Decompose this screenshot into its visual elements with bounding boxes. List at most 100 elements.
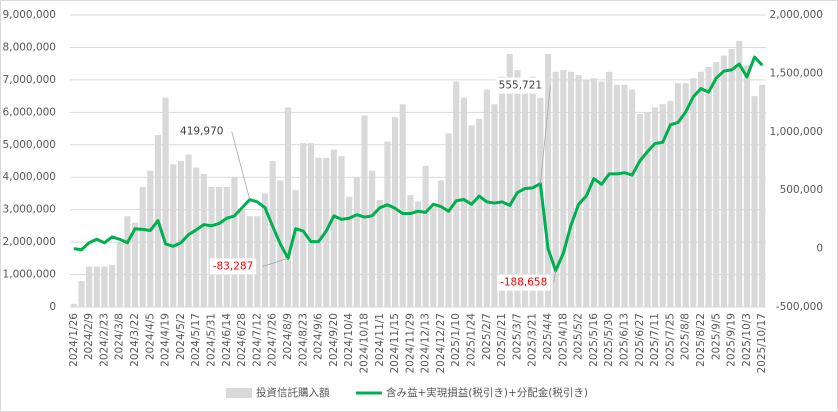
line — [73, 55, 764, 273]
x-tick-label: 2025/8/22 — [695, 313, 707, 367]
bar — [116, 242, 123, 307]
data-label-bg — [497, 274, 551, 291]
x-tick-label: 2025/7/11 — [649, 313, 661, 367]
bar — [491, 104, 498, 307]
bar — [476, 118, 483, 307]
bar — [560, 70, 567, 308]
x-tick-label: 2025/8/8 — [680, 313, 692, 360]
bar — [751, 96, 758, 307]
x-tick-label: 2024/12/13 — [420, 313, 432, 374]
bar — [200, 173, 207, 307]
bar — [361, 115, 368, 307]
x-tick-label: 2024/3/8 — [114, 313, 126, 360]
bar — [483, 89, 490, 307]
bar — [384, 141, 391, 307]
x-tick-label: 2025/4/18 — [557, 313, 569, 367]
data-label: 419,970 — [180, 126, 223, 138]
x-tick-label: 2025/5/16 — [588, 313, 600, 367]
bar — [269, 161, 276, 307]
bar — [353, 177, 360, 307]
bar — [300, 143, 307, 307]
bar — [460, 97, 467, 307]
bar — [437, 180, 445, 307]
bar — [292, 190, 299, 307]
bar — [667, 100, 674, 307]
bar — [208, 186, 215, 307]
bar — [177, 161, 184, 307]
y-tick-label: 3,000,000 — [3, 204, 56, 216]
y-tick-label: 4,000,000 — [3, 171, 56, 183]
bar — [78, 281, 85, 307]
bar — [109, 264, 116, 307]
x-tick-label: 2024/11/15 — [389, 313, 401, 374]
bar — [369, 170, 376, 307]
bar — [636, 113, 643, 307]
data-label: 555,721 — [499, 80, 542, 92]
x-tick-label: 2024/6/28 — [236, 313, 248, 367]
lines — [73, 55, 764, 273]
bar — [445, 133, 452, 307]
y2-tick-label: 1,000,000 — [770, 126, 823, 138]
bar — [743, 65, 750, 308]
bar — [223, 186, 230, 307]
y2-tick-label: 2,000,000 — [770, 9, 823, 21]
bar — [284, 107, 292, 307]
x-tick-label: 2025/10/17 — [756, 313, 768, 374]
x-tick-label: 2025/6/13 — [619, 313, 631, 367]
x-tick-label: 2024/5/2 — [175, 313, 187, 360]
bar — [674, 83, 682, 307]
bar — [330, 149, 337, 307]
data-label-bg — [177, 123, 227, 140]
y-tick-label: 6,000,000 — [3, 106, 56, 118]
bar — [598, 81, 605, 307]
bar — [690, 78, 697, 308]
bar — [147, 170, 154, 307]
bar — [131, 222, 139, 307]
bar — [652, 107, 659, 307]
bar — [376, 199, 383, 307]
x-tick-label: 2024/11/29 — [404, 313, 416, 374]
x-tick-label: 2024/6/14 — [221, 313, 233, 367]
y-tick-label: 1,000,000 — [3, 269, 56, 281]
bar — [139, 186, 146, 307]
x-tick-label: 2025/1/10 — [450, 313, 462, 367]
x-tick-label: 2024/10/18 — [358, 313, 370, 374]
bar — [606, 71, 613, 308]
x-tick-label: 2024/11/1 — [374, 313, 386, 367]
x-tick-label: 2025/5/30 — [603, 313, 615, 367]
bar — [705, 66, 712, 308]
bar — [713, 62, 720, 307]
x-tick-label: 2025/1/24 — [466, 313, 478, 367]
legend-label: 投資信託購入額 — [256, 386, 330, 399]
y-tick-label: 5,000,000 — [3, 139, 56, 151]
legend-label: 含み益+実現損益(税引き)+分配金(税引き) — [386, 386, 588, 399]
x-tick-label: 2025/4/4 — [542, 313, 554, 360]
y2-tick-label: 500,000 — [780, 184, 823, 196]
x-tick-label: 2025/9/5 — [710, 313, 722, 360]
bar — [430, 206, 437, 307]
x-tick-label: 2025/3/7 — [511, 313, 523, 360]
bar — [506, 53, 513, 307]
bar — [93, 266, 100, 307]
data-label-bg — [495, 77, 546, 94]
bar — [193, 167, 200, 307]
bar — [170, 164, 177, 307]
bar — [414, 201, 422, 307]
x-tick-label: 2024/4/5 — [144, 313, 156, 360]
x-tick-label: 2024/5/31 — [205, 313, 217, 367]
bars — [70, 40, 766, 308]
bar — [575, 75, 582, 308]
y-tick-label: 7,000,000 — [3, 74, 56, 86]
bar — [86, 266, 93, 307]
bar — [613, 84, 620, 307]
bar — [399, 104, 406, 307]
data-label: -188,658 — [500, 277, 547, 289]
x-tick-label: 2024/12/27 — [435, 313, 447, 374]
y-tick-label: 8,000,000 — [3, 41, 56, 53]
x-tick-label: 2024/10/4 — [343, 313, 355, 367]
bar — [567, 71, 575, 308]
bar — [101, 266, 108, 307]
bar — [315, 157, 322, 307]
bar — [537, 97, 544, 307]
bar — [529, 76, 536, 308]
